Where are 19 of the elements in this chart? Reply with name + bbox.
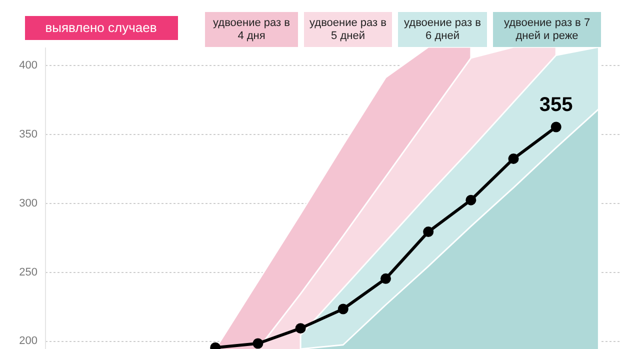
- point: [252, 338, 264, 349]
- text: удвоение раз в 5 дней: [310, 17, 387, 42]
- point: [295, 323, 306, 334]
- point: [380, 273, 391, 284]
- point: [423, 226, 434, 238]
- text: удвоение раз в 4 дня: [213, 17, 290, 42]
- y-axis-title: выявлено случаев: [45, 20, 157, 35]
- point: [550, 122, 562, 132]
- point: [338, 304, 348, 314]
- y-tick-label: 300: [19, 197, 38, 210]
- y-tick-label: 200: [19, 335, 38, 348]
- y-tick-label: 350: [19, 128, 38, 140]
- y-tick-label: 400: [19, 59, 38, 72]
- point: [466, 194, 476, 206]
- text: удвоение раз в 6 дней: [404, 17, 482, 42]
- data-label: 355: [539, 94, 573, 116]
- point: [508, 153, 519, 164]
- y-tick-label: 250: [19, 266, 38, 278]
- text: удвоение раз в 7 дней и реже: [504, 17, 590, 42]
